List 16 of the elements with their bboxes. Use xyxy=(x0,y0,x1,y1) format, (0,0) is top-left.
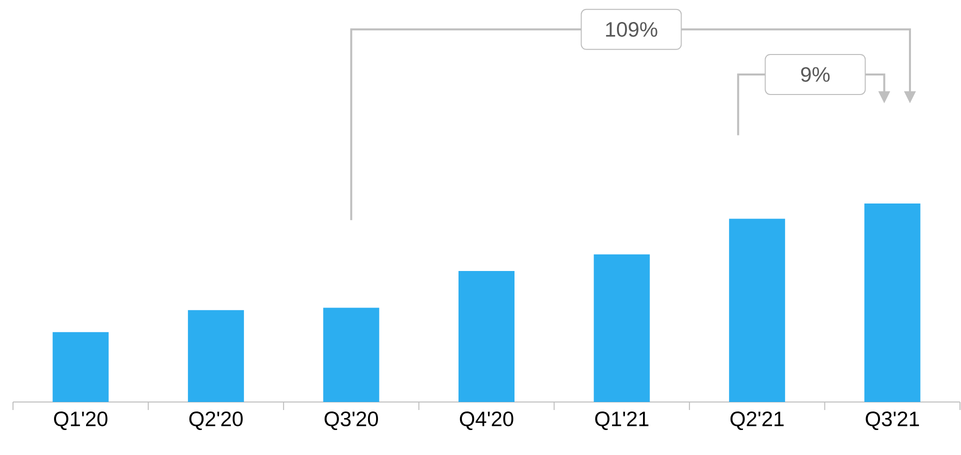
x-tick-label: Q4'20 xyxy=(460,411,514,430)
bar xyxy=(188,310,244,402)
bar xyxy=(864,203,920,402)
x-tick-label: Q3'21 xyxy=(866,411,919,430)
x-tick-label: Q3'20 xyxy=(324,411,378,430)
x-tick-label: Q1'21 xyxy=(595,411,648,430)
bar xyxy=(52,332,109,402)
bar xyxy=(729,218,786,402)
text: 109% xyxy=(606,22,658,37)
x-tick-label: Q2'21 xyxy=(730,411,784,430)
bar xyxy=(458,270,515,402)
bar xyxy=(594,254,650,402)
text: 9% xyxy=(801,67,830,82)
bar xyxy=(323,308,380,402)
x-tick-label: Q1'20 xyxy=(54,411,108,430)
x-tick-label: Q2'20 xyxy=(189,411,243,430)
